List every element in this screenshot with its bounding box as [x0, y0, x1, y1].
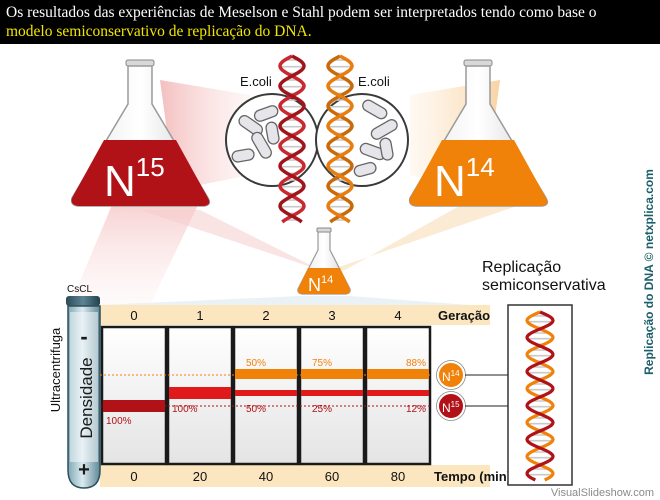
n15-badge-base: N	[442, 401, 451, 415]
generation-value: 3	[328, 308, 335, 323]
n14-badge: N14	[436, 360, 466, 390]
band-percent: 100%	[106, 416, 132, 427]
band-percent-light: 50%	[246, 358, 266, 369]
header-line-2: modelo semiconservativo de replicação do…	[6, 23, 312, 40]
svg-text:N14: N14	[442, 369, 460, 384]
column-gen-1: 100%	[166, 325, 234, 466]
band-percent-heavy: 25%	[312, 404, 332, 415]
header-bar: Os resultados das experiências de Mesels…	[0, 0, 660, 44]
n14-badge-base: N	[442, 370, 451, 384]
ultracentrifuge-label: Ultracentrifuga	[48, 327, 63, 412]
band-light	[235, 369, 297, 379]
band-hybrid	[169, 387, 231, 399]
flask-n15-base: N	[104, 157, 136, 206]
tube-plus: +	[78, 459, 90, 481]
band-hybrid	[235, 390, 297, 396]
generation-value: 1	[196, 308, 203, 323]
time-value: 40	[259, 469, 273, 484]
band-percent: 100%	[172, 404, 198, 415]
test-tube: CsCL - + Densidade	[66, 284, 101, 489]
band-percent-heavy: 12%	[406, 404, 426, 415]
column-gen-3: 75% 25%	[298, 325, 366, 466]
small-flask-base: N	[308, 275, 321, 295]
dna-helix-orange	[326, 54, 354, 224]
column-gen-0: 100%	[100, 325, 168, 466]
meselson-stahl-diagram: N15 N14 N14	[48, 54, 656, 499]
n14-badge-sup: 14	[451, 369, 460, 378]
small-flask-sup: 14	[321, 274, 333, 286]
band-percent-light: 88%	[406, 358, 426, 369]
ray-to-chart	[100, 296, 470, 305]
ecoli-right-label: E.coli	[358, 74, 390, 89]
replication-title-1: Replicação	[482, 259, 561, 276]
flask-n14-sup: 14	[466, 152, 495, 182]
flask-n15-sup: 15	[136, 152, 165, 182]
tube-density-label: Densidade	[77, 357, 96, 438]
dna-helix-red	[278, 54, 306, 224]
header-line-1: Os resultados das experiências de Mesels…	[6, 4, 597, 21]
svg-text:N15: N15	[442, 400, 460, 415]
band-hybrid	[367, 390, 429, 396]
watermark: VisualSlideshow.com	[551, 487, 654, 499]
n15-badge: N15	[436, 391, 466, 421]
generation-value: 2	[262, 308, 269, 323]
time-value: 60	[325, 469, 339, 484]
column-gen-4: 88% 12%	[364, 325, 432, 466]
svg-text:N15: N15	[104, 152, 165, 206]
generation-value: 4	[394, 308, 401, 323]
band-light	[301, 369, 363, 379]
flask-n15: N15	[70, 59, 211, 207]
ecoli-left-label: E.coli	[240, 74, 272, 89]
time-value: 0	[130, 469, 137, 484]
flask-n14-base: N	[434, 157, 466, 206]
band-percent-light: 75%	[312, 358, 332, 369]
time-strip	[100, 465, 490, 487]
time-value: 20	[193, 469, 207, 484]
centrifuge-columns: 100% 0 0 100% 1 20 50% 50% 2 40 75% 25% 3 60 88% 12% 4 80	[100, 308, 432, 484]
credit-vertical: Replicação do DNA © netxplica.com	[642, 169, 656, 375]
tube-minus: -	[80, 324, 87, 349]
column-gen-2: 50% 50%	[232, 325, 300, 466]
tube-top-label: CsCL	[67, 284, 92, 295]
band-light	[367, 369, 429, 379]
generation-strip	[100, 305, 490, 325]
replication-helix	[525, 310, 555, 482]
replication-title-2: semiconservativa	[482, 277, 606, 294]
band-hybrid	[301, 390, 363, 396]
n15-badge-sup: 15	[451, 400, 460, 409]
generation-label: Geração	[438, 308, 490, 323]
ray-flask-left-down	[70, 205, 198, 305]
svg-text:N14: N14	[308, 274, 333, 295]
flask-small-n14: N14	[297, 227, 351, 295]
time-label: Tempo (min)	[434, 469, 511, 484]
generation-value: 0	[130, 308, 137, 323]
time-value: 80	[391, 469, 405, 484]
svg-text:N14: N14	[434, 152, 495, 206]
flask-n14: N14	[408, 59, 549, 207]
band-percent-heavy: 50%	[246, 404, 266, 415]
ray-down-right	[330, 200, 520, 270]
